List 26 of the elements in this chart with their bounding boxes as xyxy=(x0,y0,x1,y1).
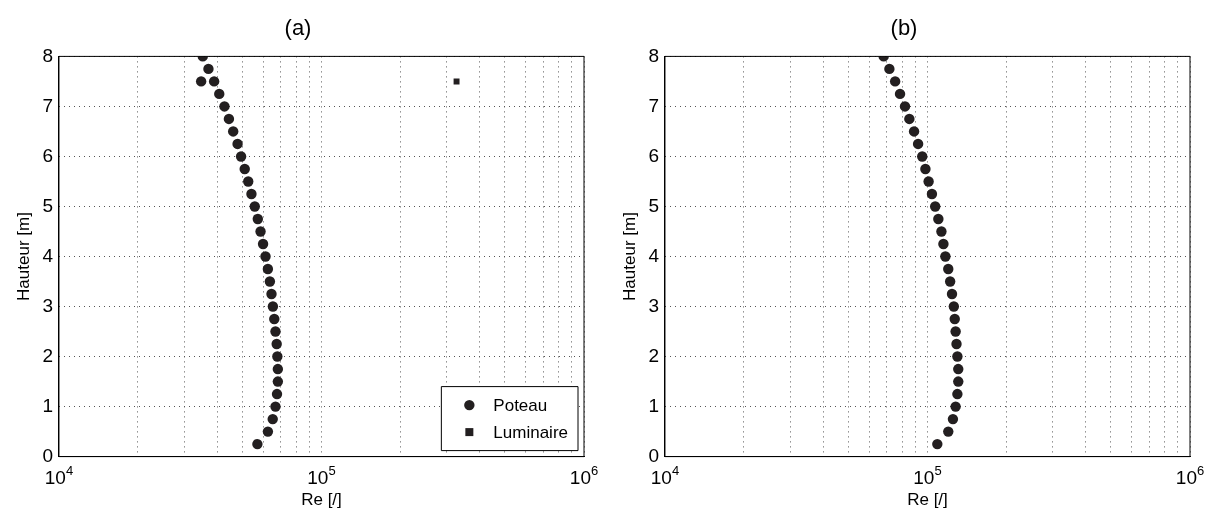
y-axis-title: Hauteur [m] xyxy=(13,212,33,301)
y-tick-label: 0 xyxy=(648,444,659,466)
y-tick-label: 5 xyxy=(648,194,659,216)
y-tick-label: 6 xyxy=(42,144,53,166)
legend-label: Poteau xyxy=(493,395,548,415)
y-tick-label: 3 xyxy=(648,294,659,316)
chart-title: (b) xyxy=(890,15,918,41)
y-tick-label: 8 xyxy=(42,44,53,66)
legend-label: Luminaire xyxy=(493,422,569,442)
y-tick-label: 1 xyxy=(648,394,659,416)
x-axis-title: Re [/] xyxy=(907,490,948,510)
chart-title: (a) xyxy=(284,15,312,41)
y-tick-label: 2 xyxy=(648,344,659,366)
y-tick-label: 8 xyxy=(648,44,659,66)
y-axis-title: Hauteur [m] xyxy=(619,212,639,301)
x-axis-title: Re [/] xyxy=(301,490,342,510)
y-tick-label: 7 xyxy=(648,94,659,116)
y-tick-label: 1 xyxy=(42,394,53,416)
y-tick-label: 3 xyxy=(42,294,53,316)
y-tick-label: 7 xyxy=(42,94,53,116)
y-tick-label: 4 xyxy=(42,244,54,266)
y-tick-label: 2 xyxy=(42,344,53,366)
y-tick-label: 0 xyxy=(42,444,53,466)
y-tick-label: 5 xyxy=(42,194,53,216)
y-tick-label: 6 xyxy=(648,144,659,166)
y-tick-label: 4 xyxy=(648,244,660,266)
